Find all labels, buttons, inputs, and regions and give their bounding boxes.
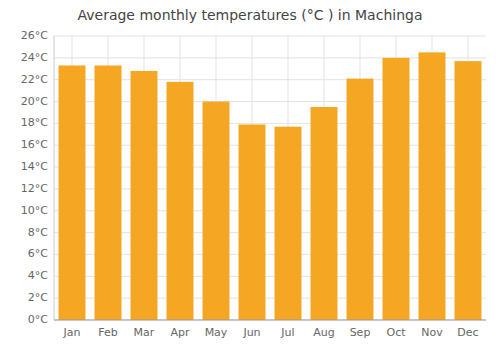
- chart: 0°C 2°C 4°C 6°C 8°C 10°C 12°C 14°C 16°C 18°C 20°C 2…: [0, 0, 500, 350]
- tick-label: Sep: [350, 326, 371, 339]
- bar: [455, 61, 482, 320]
- tick-label: 8°C: [28, 226, 48, 239]
- tick-label: 0°C: [28, 313, 48, 326]
- tick-label: Aug: [313, 326, 334, 339]
- bar: [203, 102, 230, 320]
- tick-label: 22°C: [21, 73, 48, 86]
- tick-label: 20°C: [21, 95, 48, 108]
- bar: [419, 52, 446, 320]
- tick-label: Dec: [457, 326, 478, 339]
- tick-label: 6°C: [28, 247, 48, 260]
- tick-label: 16°C: [21, 138, 48, 151]
- tick-label: 18°C: [21, 116, 48, 129]
- tick-label: Jul: [280, 326, 294, 339]
- bar: [383, 58, 410, 320]
- tick-label: Mar: [134, 326, 155, 339]
- tick-label: 10°C: [21, 204, 48, 217]
- bar: [239, 124, 266, 320]
- tick-label: Oct: [386, 326, 406, 339]
- title: Average monthly temperatures (°C ) in Ma…: [77, 7, 422, 23]
- tick-label: 14°C: [21, 160, 48, 173]
- tick-label: Nov: [421, 326, 443, 339]
- grid: [54, 36, 486, 320]
- tick-label: 26°C: [21, 29, 48, 42]
- bar: [311, 107, 338, 320]
- axis-line: [54, 320, 486, 321]
- tick-label: Apr: [170, 326, 190, 339]
- grid-line: [54, 320, 486, 321]
- bars: [59, 52, 482, 320]
- bar: [167, 82, 194, 320]
- x-axis: Jan Feb Mar Apr May Jun Jul Aug Sep Oct Nov Dec: [63, 326, 479, 339]
- tick-label: Jun: [242, 326, 260, 339]
- bar: [347, 79, 374, 320]
- axis-line: [54, 36, 55, 320]
- tick-label: 24°C: [21, 51, 48, 64]
- bar: [275, 127, 302, 320]
- bar: [95, 65, 122, 320]
- y-axis: 0°C 2°C 4°C 6°C 8°C 10°C 12°C 14°C 16°C 18°C 20°C 2…: [21, 29, 48, 326]
- tick-label: May: [205, 326, 228, 339]
- tick-label: 2°C: [28, 291, 48, 304]
- tick-label: Jan: [63, 326, 81, 339]
- bar: [59, 65, 86, 320]
- tick-label: Feb: [98, 326, 117, 339]
- tick-label: 4°C: [28, 269, 48, 282]
- bar: [131, 71, 158, 320]
- tick-label: 12°C: [21, 182, 48, 195]
- grid-line: [54, 36, 486, 37]
